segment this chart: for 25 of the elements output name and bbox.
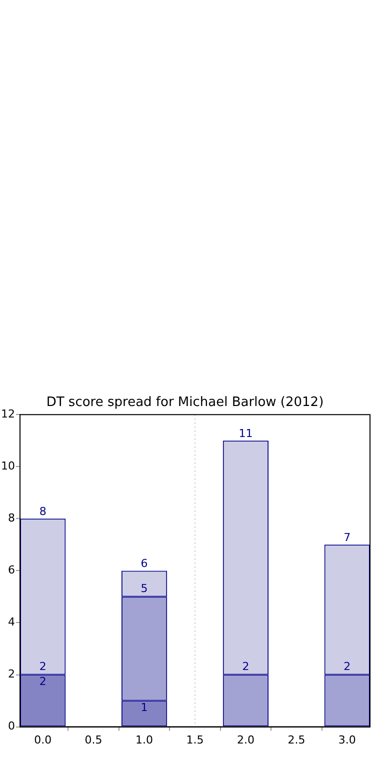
- total-label: 8: [39, 505, 46, 518]
- total-label: 6: [140, 557, 148, 570]
- data-label: 2: [39, 675, 46, 688]
- chart-title: DT score spread for Michael Barlow (2012): [46, 395, 324, 410]
- y-tick-label: 10: [0, 459, 15, 472]
- data-label: 1: [140, 701, 148, 714]
- x-tick-label: 3.0: [338, 733, 356, 746]
- total-label: 7: [344, 531, 351, 544]
- x-tick-label: 2.0: [236, 733, 254, 746]
- y-tick-label: 4: [8, 616, 15, 629]
- annotation: 2: [39, 660, 46, 674]
- y-tick-label: 12: [0, 407, 15, 420]
- x-tick-label: 2.5: [288, 733, 306, 746]
- y-tick-label: 8: [8, 512, 15, 525]
- annotation: 2: [242, 660, 250, 674]
- x-tick-label: 0.5: [84, 733, 102, 746]
- x-tick-label: 0.0: [34, 733, 52, 746]
- y-tick-label: 0: [8, 720, 15, 733]
- x-tick-label: 1.0: [136, 733, 154, 746]
- annotation: 2: [344, 660, 351, 674]
- annotation: 5: [140, 582, 148, 596]
- x-tick-label: 1.5: [186, 733, 204, 746]
- y-tick-label: 6: [8, 564, 15, 577]
- total-label: 11: [238, 426, 253, 440]
- y-tick-label: 2: [8, 668, 15, 681]
